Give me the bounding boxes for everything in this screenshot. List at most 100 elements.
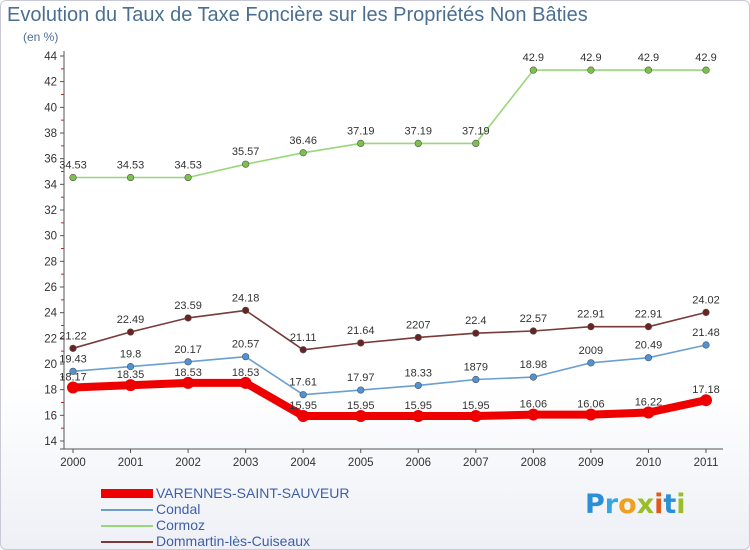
logo-letter: P: [585, 489, 605, 520]
data-point: [700, 394, 712, 407]
y-tick-label: 20: [44, 359, 57, 371]
data-label: 18.53: [232, 367, 260, 379]
legend: VARENNES-SAINT-SAUVEUR Condal Cormoz Dommar…: [101, 485, 521, 549]
data-point: [299, 346, 307, 354]
x-tick-label: 2003: [233, 457, 259, 469]
y-tick-label: 44: [44, 51, 57, 63]
data-label: 37.19: [462, 125, 490, 137]
x-tick-label: 2000: [60, 457, 86, 469]
y-tick-label: 26: [44, 282, 57, 294]
logo-letter: i: [676, 489, 686, 520]
x-tick-label: 2010: [636, 457, 662, 469]
legend-item: Cormoz: [101, 517, 521, 533]
data-point: [69, 173, 77, 182]
proxiti-logo: Proxiti: [585, 489, 686, 520]
legend-label: VARENNES-SAINT-SAUVEUR: [156, 485, 350, 501]
logo-letter: t: [663, 489, 677, 520]
series-line-3: [72, 309, 707, 351]
data-label: 21.48: [692, 327, 720, 339]
y-axis-unit: (en %): [23, 30, 59, 44]
data-point: [414, 139, 422, 147]
y-tick-label: 18: [44, 385, 57, 397]
data-label: 42.9: [638, 52, 659, 64]
x-tick-label: 2004: [290, 457, 316, 469]
data-label: 19.8: [120, 349, 141, 361]
x-tick-label: 2008: [521, 457, 547, 469]
data-point: [472, 329, 480, 337]
data-point: [587, 323, 595, 331]
data-label: 34.53: [174, 160, 202, 172]
data-label: 20.57: [232, 339, 260, 351]
data-point: [529, 327, 537, 335]
data-label: 16.06: [577, 399, 605, 411]
logo-letter: r: [604, 489, 619, 520]
data-label: 35.57: [232, 146, 260, 158]
data-point: [67, 381, 79, 394]
legend-item: Dommartin-lès-Cuiseaux: [101, 533, 521, 549]
y-tick-label: 36: [44, 154, 57, 166]
data-point: [299, 391, 307, 399]
data-label: 18.33: [405, 367, 433, 379]
x-tick-label: 2002: [175, 457, 201, 469]
data-label: 37.19: [405, 125, 433, 137]
x-tick-label: 2001: [118, 457, 144, 469]
y-tick-label: 34: [44, 179, 57, 191]
legend-swatch: [101, 489, 153, 498]
data-label: 15.95: [405, 400, 433, 412]
legend-label: Cormoz: [156, 517, 206, 533]
logo-letter: i: [654, 489, 664, 520]
y-tick-label: 22: [44, 333, 57, 345]
x-tick-label: 2005: [348, 457, 374, 469]
data-label: 37.19: [347, 125, 375, 137]
data-point: [414, 381, 422, 390]
data-point: [357, 386, 365, 394]
series-line-1: [72, 344, 707, 396]
y-tick-label: 28: [44, 256, 57, 268]
data-point: [587, 359, 595, 367]
legend-item: Condal: [101, 501, 521, 517]
data-point: [357, 139, 365, 147]
data-label: 18.17: [59, 371, 87, 383]
data-label: 19.43: [59, 353, 87, 365]
data-label: 20.49: [635, 340, 663, 352]
data-point: [242, 306, 250, 314]
legend-swatch: [101, 509, 153, 511]
data-label: 17.61: [289, 377, 317, 389]
data-label: 21.11: [290, 332, 317, 344]
data-point: [297, 409, 310, 422]
data-point: [472, 139, 480, 147]
data-label: 21.64: [347, 325, 375, 337]
data-point: [529, 373, 537, 381]
data-point: [702, 66, 710, 74]
data-point: [69, 344, 77, 352]
data-point: [184, 173, 192, 182]
data-point: [587, 66, 595, 74]
legend-item: VARENNES-SAINT-SAUVEUR: [101, 485, 521, 501]
data-point: [529, 66, 537, 74]
chart-title: Evolution du Taux de Taxe Foncière sur l…: [7, 4, 588, 26]
x-tick-label: 2009: [578, 457, 604, 469]
series-line-0: [69, 378, 710, 420]
data-point: [184, 314, 192, 322]
data-label: 17.18: [692, 384, 720, 396]
x-tick-label: 2007: [463, 457, 489, 469]
legend-swatch: [101, 525, 153, 527]
y-tick-label: 30: [44, 231, 57, 243]
data-label: 17.97: [347, 372, 375, 384]
data-point: [414, 333, 422, 342]
data-label: 22.91: [635, 309, 663, 321]
data-label: 22.57: [520, 313, 548, 325]
data-label: 42.9: [523, 52, 544, 64]
data-label: 22.49: [117, 314, 145, 326]
x-tick-label: 2006: [405, 457, 431, 469]
legend-swatch: [101, 541, 153, 543]
logo-letter: x: [636, 489, 655, 520]
data-point: [357, 339, 365, 347]
data-label: 15.95: [347, 400, 375, 412]
y-tick-label: 16: [44, 410, 57, 422]
data-point: [126, 362, 135, 371]
data-point: [702, 341, 710, 349]
data-point: [644, 354, 653, 362]
